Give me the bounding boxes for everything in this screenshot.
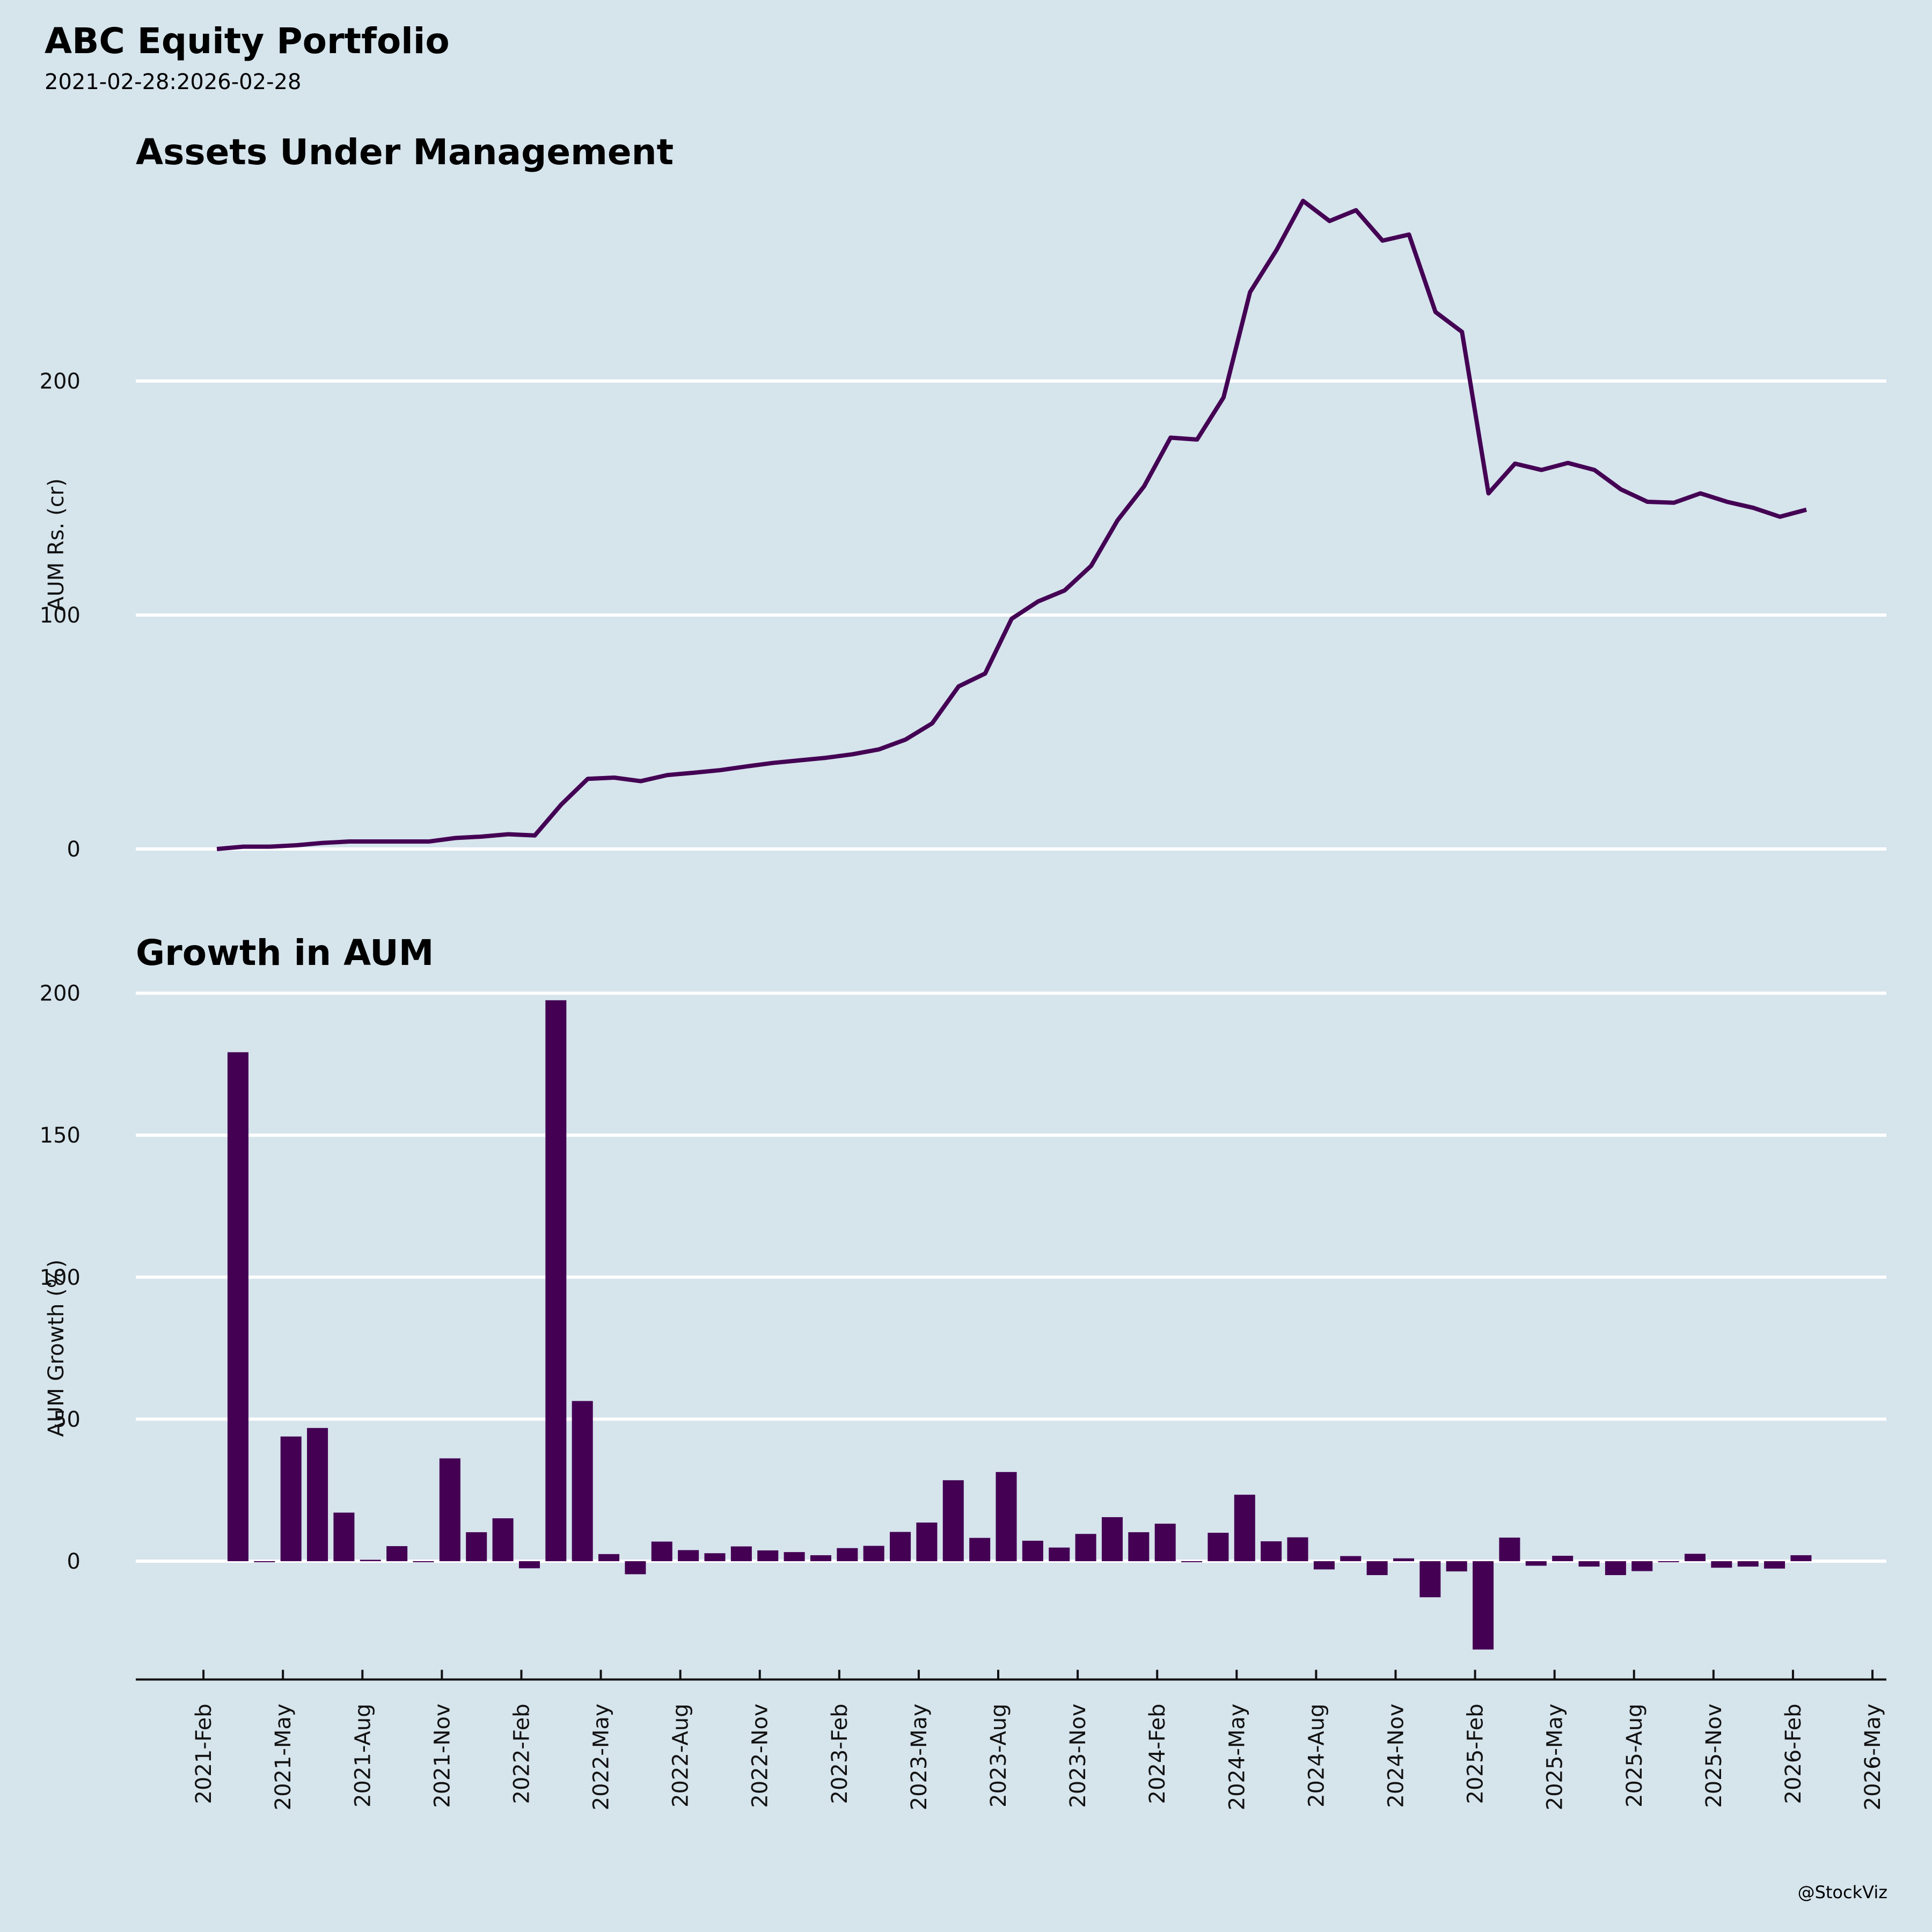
x-tick-label: 2021-Feb [192, 1703, 216, 1804]
growth-bar [890, 1532, 911, 1562]
x-tick-label: 2022-Feb [509, 1703, 534, 1804]
growth-bar [1711, 1561, 1732, 1568]
growth-bar [1181, 1561, 1202, 1562]
aum-line [217, 201, 1806, 849]
growth-bar [1446, 1561, 1467, 1571]
growth-bar [1208, 1533, 1228, 1561]
x-tick-label: 2025-Feb [1463, 1703, 1488, 1804]
y-tick-label: 150 [40, 1123, 80, 1148]
growth-bar [1261, 1541, 1282, 1561]
x-tick-label: 2025-Aug [1622, 1703, 1647, 1807]
growth-bar [1314, 1561, 1335, 1569]
growth-bar [1738, 1561, 1759, 1567]
growth-bar [1790, 1555, 1811, 1561]
growth-bar [1155, 1524, 1176, 1561]
growth-bar [625, 1561, 646, 1574]
growth-bar [598, 1554, 619, 1561]
x-tick-label: 2024-Feb [1145, 1703, 1170, 1804]
growth-bar [413, 1561, 434, 1562]
growth-bar [1605, 1561, 1626, 1575]
growth-bar [307, 1428, 328, 1561]
x-tick-label: 2024-Aug [1304, 1703, 1329, 1807]
growth-bar [1340, 1556, 1361, 1562]
growth-bar [996, 1472, 1017, 1561]
growth-bar [678, 1550, 699, 1561]
x-tick-label: 2024-Nov [1384, 1703, 1408, 1807]
y-axis-label: AUM Growth (%) [44, 1260, 69, 1437]
growth-bar [1287, 1538, 1308, 1561]
growth-bar [1075, 1534, 1096, 1561]
growth-bar [1658, 1561, 1679, 1562]
growth-bar [228, 1052, 248, 1561]
x-tick-label: 2026-May [1861, 1703, 1885, 1810]
x-tick-label: 2023-Aug [986, 1703, 1011, 1807]
growth-bar [1764, 1561, 1785, 1569]
growth-bar [1367, 1561, 1388, 1575]
growth-bar [969, 1538, 990, 1561]
x-tick-label: 2021-Nov [430, 1703, 455, 1807]
y-axis-label: AUM Rs. (cr) [44, 478, 69, 611]
growth-bar [493, 1518, 514, 1561]
growth-bar [1631, 1561, 1652, 1571]
growth-bar [360, 1560, 381, 1561]
growth-bar [943, 1480, 964, 1561]
x-tick-label: 2023-May [907, 1703, 932, 1810]
growth-bar [916, 1523, 937, 1561]
growth-bar [386, 1546, 407, 1561]
growth-bar [1022, 1541, 1043, 1561]
x-tick-label: 2023-Feb [828, 1703, 852, 1804]
growth-bar [1499, 1538, 1520, 1561]
growth-bar [810, 1555, 831, 1561]
growth-bar [1473, 1561, 1494, 1650]
y-tick-label: 0 [67, 1549, 80, 1574]
growth-bar [1685, 1554, 1706, 1561]
growth-bar [545, 1000, 566, 1561]
growth-bar [333, 1513, 354, 1561]
x-tick-label: 2025-Nov [1702, 1703, 1726, 1807]
growth-bar [1419, 1561, 1440, 1597]
growth-bar [863, 1546, 884, 1561]
growth-bar [704, 1553, 725, 1561]
growth-bar [466, 1532, 487, 1561]
growth-bar [1552, 1556, 1573, 1561]
x-tick-label: 2024-May [1225, 1703, 1249, 1810]
x-tick-label: 2025-May [1543, 1703, 1568, 1810]
x-tick-label: 2022-Aug [669, 1703, 693, 1807]
growth-bar [1128, 1532, 1149, 1561]
growth-bar [837, 1548, 858, 1561]
x-tick-label: 2021-May [271, 1703, 296, 1810]
growth-bar [784, 1552, 805, 1561]
growth-bar [1579, 1561, 1600, 1567]
growth-bar [731, 1547, 752, 1562]
x-tick-label: 2022-Nov [748, 1703, 773, 1807]
growth-bar [652, 1542, 672, 1562]
y-tick-label: 0 [67, 837, 80, 862]
x-tick-label: 2023-Nov [1066, 1703, 1091, 1807]
growth-bar [757, 1550, 778, 1561]
growth-bar [281, 1437, 302, 1561]
y-tick-label: 200 [40, 369, 80, 394]
x-tick-label: 2022-May [589, 1703, 614, 1810]
growth-bar [1393, 1558, 1414, 1561]
growth-bar [572, 1401, 593, 1561]
growth-bar [1049, 1548, 1070, 1561]
growth-bar [440, 1458, 460, 1561]
growth-bar [1234, 1495, 1255, 1561]
x-tick-label: 2021-Aug [350, 1703, 375, 1807]
y-tick-label: 200 [40, 982, 80, 1006]
x-tick-label: 2026-Feb [1781, 1703, 1806, 1804]
growth-bar [519, 1561, 540, 1568]
growth-bar [1102, 1517, 1123, 1561]
chart-canvas: 0100200AUM Rs. (cr)050100150200AUM Growt… [0, 0, 1932, 1932]
growth-bar [1526, 1561, 1547, 1565]
growth-bar [254, 1561, 275, 1562]
